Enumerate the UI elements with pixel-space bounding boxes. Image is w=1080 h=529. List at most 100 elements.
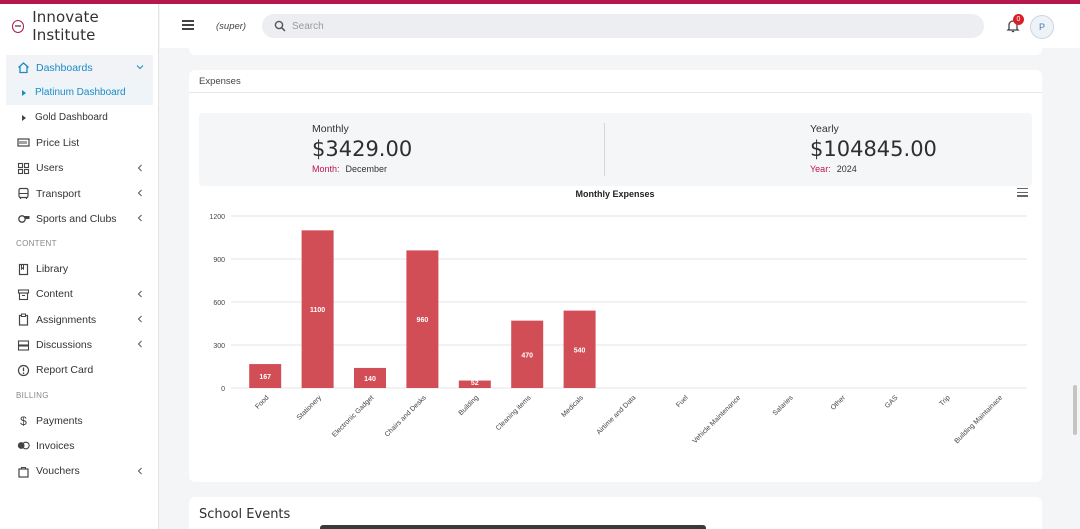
user-role-label: (super) (216, 21, 247, 32)
bar (458, 380, 491, 388)
sidebar: Innovate Institute Dashboards Platinum D… (0, 4, 159, 529)
y-tick-label: 900 (213, 257, 225, 264)
bar (511, 320, 544, 388)
bar (406, 250, 439, 388)
x-tick-label: Trip (939, 394, 952, 407)
sidebar-item-label: Users (36, 162, 64, 175)
bar (563, 310, 596, 388)
top-header: (super) 0 P (160, 4, 1080, 48)
sidebar-item-label: Invoices (36, 439, 75, 452)
sidebar-item-dashboards[interactable]: Dashboards (6, 55, 153, 81)
x-tick-label: Food (254, 394, 270, 410)
sidebar-item-price-list[interactable]: Price List (0, 130, 159, 155)
month-key: Month: (312, 164, 340, 174)
previous-card (189, 44, 1042, 55)
y-tick-label: 600 (213, 300, 225, 307)
bar-data-label: 540 (574, 347, 586, 354)
sidebar-nav: Dashboards Platinum Dashboard Gold Dashb… (0, 55, 159, 484)
bottom-overlay-bar (320, 525, 706, 529)
chevron-left-icon (137, 467, 142, 474)
x-tick-label: Building Maintainace (954, 394, 1005, 445)
bar-data-label: 470 (521, 352, 533, 359)
x-tick-label: Chairs and Desks (384, 394, 428, 438)
x-tick-label: Stationery (296, 394, 324, 422)
x-tick-label: Airtime and Data (596, 394, 638, 436)
sidebar-item-label: Dashboards (36, 61, 93, 74)
sidebar-item-vouchers[interactable]: Vouchers (0, 459, 159, 484)
sidebar-item-users[interactable]: Users (0, 156, 159, 181)
x-tick-label: Vehicle Maintenance (692, 394, 743, 445)
stats-divider (604, 123, 605, 176)
school-events-card: School Events (189, 497, 1042, 529)
chevron-left-icon (137, 189, 142, 197)
avatar[interactable]: P (1030, 15, 1054, 39)
sidebar-item-label: Sports and Clubs (36, 212, 117, 225)
sidebar-item-content[interactable]: Content (0, 282, 159, 307)
bar-data-label: 1100 (310, 307, 325, 314)
x-tick-label: Medicals (561, 394, 586, 419)
sidebar-item-report-card[interactable]: Report Card (0, 358, 159, 383)
sidebar-item-platinum-dashboard[interactable]: Platinum Dashboard (6, 80, 153, 106)
whistle-icon (17, 212, 30, 225)
sidebar-item-assignments[interactable]: Assignments (0, 307, 159, 332)
sidebar-item-transport[interactable]: Transport (0, 181, 159, 206)
coins-icon (17, 439, 30, 452)
y-tick-label: 1200 (209, 214, 225, 221)
year-value: 2024 (836, 164, 857, 174)
year-key: Year: (810, 164, 831, 174)
chevron-left-icon (137, 290, 142, 298)
bar (249, 364, 282, 388)
sidebar-item-label: Content (36, 288, 73, 301)
menu-toggle-icon[interactable] (182, 20, 194, 30)
chevron-down-icon (136, 65, 144, 70)
yearly-stat: Yearly $104845.00 Year: 2024 (810, 123, 937, 174)
caret-right-icon (22, 89, 26, 96)
book-icon (17, 263, 30, 276)
sidebar-item-library[interactable]: Library (0, 256, 159, 281)
monthly-stat: Monthly $3429.00 Month: December (312, 123, 412, 174)
x-tick-label: GAS (884, 394, 900, 410)
sidebar-item-payments[interactable]: $ Payments (0, 408, 159, 433)
bar-data-label: 960 (417, 317, 429, 324)
clipboard-icon (17, 313, 30, 326)
y-tick-label: 0 (221, 386, 225, 393)
chevron-left-icon (137, 341, 142, 348)
chevron-left-icon (137, 164, 142, 171)
sidebar-item-invoices[interactable]: Invoices (0, 433, 159, 458)
users-grid-icon (17, 162, 30, 175)
school-events-title: School Events (199, 507, 291, 522)
chart-title: Monthly Expenses (575, 189, 654, 199)
sidebar-item-label: Payments (36, 414, 83, 427)
yearly-label: Yearly (810, 123, 839, 135)
sidebar-item-discussions[interactable]: Discussions (0, 332, 159, 357)
monthly-value: $3429.00 (312, 137, 413, 161)
x-tick-label: Fuel (675, 394, 690, 409)
sidebar-section-content: CONTENT (16, 239, 57, 249)
x-tick-label: Salaries (772, 394, 795, 417)
bar (354, 367, 386, 388)
monthly-expenses-chart: Monthly Expenses 0 300 600 900 1200 167 Food 110… (209, 189, 1027, 445)
bar-data-label: 140 (364, 376, 376, 383)
sidebar-item-label: Transport (36, 187, 81, 200)
sidebar-item-sports-and-clubs[interactable]: Sports and Clubs (0, 206, 159, 231)
chart-menu-icon[interactable] (1017, 188, 1028, 198)
y-tick-label: 300 (213, 343, 225, 350)
brand[interactable]: Innovate Institute (0, 4, 158, 48)
bar (301, 230, 334, 388)
x-tick-label: Other (830, 394, 848, 412)
dollar-icon: $ (20, 413, 27, 428)
bus-icon (17, 187, 30, 200)
home-icon (17, 61, 30, 74)
x-tick-label: Building (458, 394, 481, 417)
sidebar-item-label: Vouchers (36, 465, 80, 478)
search-input[interactable] (292, 20, 892, 32)
page-scrollbar[interactable] (1073, 385, 1077, 435)
sidebar-item-gold-dashboard[interactable]: Gold Dashboard (0, 105, 159, 130)
brand-logo-icon (12, 19, 25, 33)
chevron-left-icon (137, 315, 142, 323)
sidebar-item-label: Library (36, 263, 69, 276)
search-icon (274, 20, 286, 32)
alert-circle-icon (17, 364, 30, 377)
x-tick-label: Cleaning items (495, 394, 533, 432)
search-bar[interactable] (262, 14, 984, 38)
